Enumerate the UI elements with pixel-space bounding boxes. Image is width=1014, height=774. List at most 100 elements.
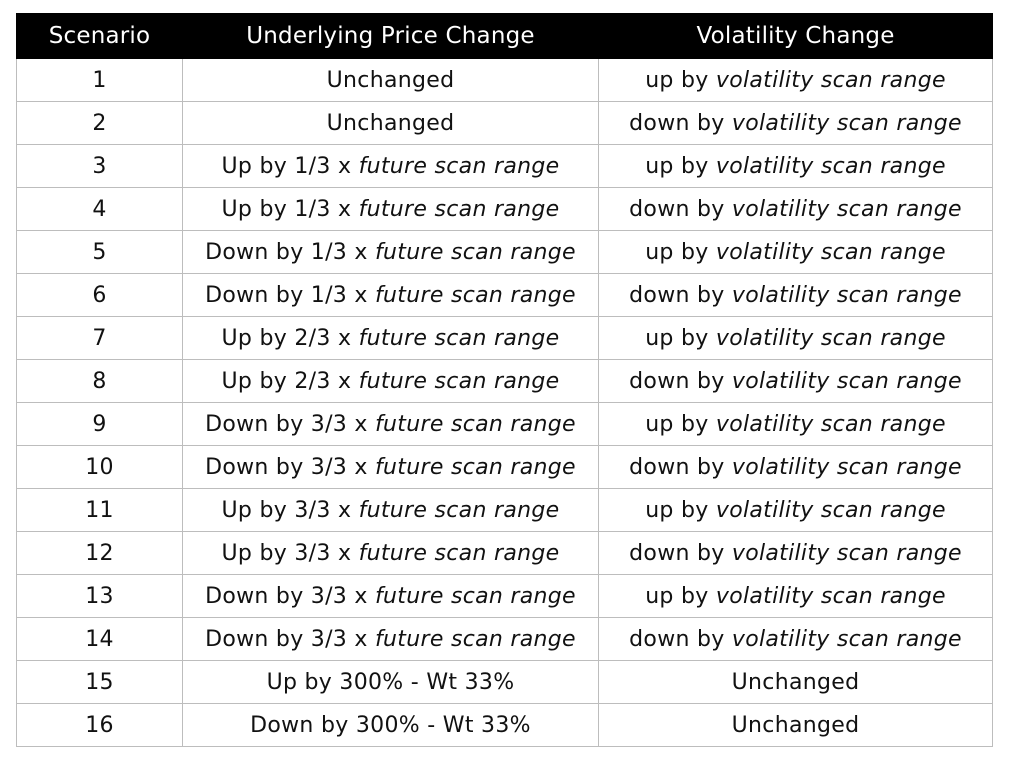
price-change-cell: Down by 3/3 x future scan range — [182, 402, 599, 446]
table-row: 6 Down by 1/3 x future scan range down by … — [16, 273, 993, 317]
volatility-change-text: up by — [645, 497, 716, 523]
volatility-change-italic-text: volatility scan range — [731, 110, 962, 136]
price-change-italic-text: future scan range — [358, 196, 560, 222]
volatility-change-cell: down by volatility scan range — [598, 273, 993, 317]
price-change-cell: Down by 1/3 x future scan range — [182, 230, 599, 274]
price-change-italic-text: future scan range — [358, 497, 560, 523]
price-change-text: Up by 300% - Wt 33% — [266, 669, 515, 695]
price-change-text: Down by 3/3 x — [205, 626, 376, 652]
table-row: 8 Up by 2/3 x future scan range down by vo… — [16, 359, 993, 403]
price-change-cell: Up by 2/3 x future scan range — [182, 316, 599, 360]
scenario-number-cell: 1 — [16, 58, 183, 102]
volatility-change-cell: down by volatility scan range — [598, 101, 993, 145]
volatility-change-italic-text: volatility scan range — [731, 454, 962, 480]
volatility-change-text: down by — [629, 282, 732, 308]
price-change-italic-text: future scan range — [375, 239, 576, 265]
price-change-cell: Up by 1/3 x future scan range — [182, 144, 599, 188]
scenario-number-cell: 9 — [16, 402, 183, 446]
price-change-cell: Up by 300% - Wt 33% — [182, 660, 599, 704]
price-change-text: Up by 2/3 x — [221, 368, 359, 394]
scenario-number-cell: 10 — [16, 445, 183, 489]
table-body: 1 Unchanged up by volatility scan range 2 Un… — [16, 58, 993, 747]
scenario-number-cell: 8 — [16, 359, 183, 403]
volatility-change-text: Unchanged — [731, 712, 860, 738]
price-change-cell: Down by 3/3 x future scan range — [182, 617, 599, 661]
table-row: 15 Up by 300% - Wt 33% Unchanged — [16, 660, 993, 704]
volatility-change-text: down by — [629, 626, 732, 652]
volatility-change-text: up by — [645, 325, 716, 351]
table-row: 4 Up by 1/3 x future scan range down by vo… — [16, 187, 993, 231]
price-change-text: Down by 1/3 x — [205, 282, 376, 308]
volatility-change-cell: down by volatility scan range — [598, 445, 993, 489]
volatility-change-italic-text: volatility scan range — [715, 583, 946, 609]
volatility-change-cell: up by volatility scan range — [598, 488, 993, 532]
table-row: 7 Up by 2/3 x future scan range up by vola… — [16, 316, 993, 360]
price-change-text: Down by 3/3 x — [205, 411, 376, 437]
header-scenario: Scenario — [16, 13, 183, 59]
table-row: 11 Up by 3/3 x future scan range up by vol… — [16, 488, 993, 532]
price-change-italic-text: future scan range — [375, 411, 576, 437]
header-row: Scenario Underlying Price Change Volatil… — [16, 13, 993, 59]
scenario-number-cell: 7 — [16, 316, 183, 360]
volatility-change-italic-text: volatility scan range — [715, 67, 946, 93]
price-change-cell: Down by 1/3 x future scan range — [182, 273, 599, 317]
price-change-text: Down by 3/3 x — [205, 583, 376, 609]
volatility-change-cell: up by volatility scan range — [598, 144, 993, 188]
volatility-change-cell: down by volatility scan range — [598, 359, 993, 403]
volatility-change-italic-text: volatility scan range — [715, 497, 946, 523]
volatility-change-text: down by — [629, 110, 732, 136]
volatility-change-italic-text: volatility scan range — [715, 239, 946, 265]
volatility-change-text: down by — [629, 196, 732, 222]
scenario-number-cell: 13 — [16, 574, 183, 618]
price-change-italic-text: future scan range — [375, 583, 576, 609]
volatility-change-text: Unchanged — [731, 669, 860, 695]
volatility-change-italic-text: volatility scan range — [715, 153, 946, 179]
volatility-change-cell: up by volatility scan range — [598, 230, 993, 274]
price-change-cell: Unchanged — [182, 101, 599, 145]
table-row: 16 Down by 300% - Wt 33% Unchanged — [16, 703, 993, 747]
price-change-text: Up by 3/3 x — [221, 497, 359, 523]
volatility-change-text: down by — [629, 540, 732, 566]
volatility-change-cell: up by volatility scan range — [598, 58, 993, 102]
scenario-number-cell: 5 — [16, 230, 183, 274]
price-change-cell: Up by 3/3 x future scan range — [182, 488, 599, 532]
price-change-text: Down by 1/3 x — [205, 239, 376, 265]
price-change-italic-text: future scan range — [358, 153, 560, 179]
scenario-number-cell: 16 — [16, 703, 183, 747]
table-row: 13 Down by 3/3 x future scan range up by v… — [16, 574, 993, 618]
volatility-change-text: down by — [629, 454, 732, 480]
table-row: 9 Down by 3/3 x future scan range up by vo… — [16, 402, 993, 446]
volatility-change-italic-text: volatility scan range — [731, 540, 962, 566]
volatility-change-text: up by — [645, 153, 716, 179]
volatility-change-text: down by — [629, 368, 732, 394]
price-change-text: Down by 3/3 x — [205, 454, 376, 480]
scenario-number-cell: 4 — [16, 187, 183, 231]
volatility-change-cell: down by volatility scan range — [598, 617, 993, 661]
header-underlying-price-change: Underlying Price Change — [182, 13, 599, 59]
price-change-italic-text: future scan range — [358, 325, 560, 351]
scenario-number-cell: 6 — [16, 273, 183, 317]
price-change-text: Unchanged — [326, 110, 455, 136]
price-change-cell: Unchanged — [182, 58, 599, 102]
scenario-number-cell: 11 — [16, 488, 183, 532]
price-change-text: Up by 1/3 x — [221, 196, 359, 222]
table-row: 2 Unchanged down by volatility scan range — [16, 101, 993, 145]
volatility-change-text: up by — [645, 67, 716, 93]
table-row: 1 Unchanged up by volatility scan range — [16, 58, 993, 102]
volatility-change-italic-text: volatility scan range — [731, 282, 962, 308]
price-change-italic-text: future scan range — [358, 368, 560, 394]
volatility-change-italic-text: volatility scan range — [731, 368, 962, 394]
volatility-change-text: up by — [645, 411, 716, 437]
volatility-change-italic-text: volatility scan range — [715, 325, 946, 351]
table-row: 5 Down by 1/3 x future scan range up by vo… — [16, 230, 993, 274]
table-row: 12 Up by 3/3 x future scan range down by v… — [16, 531, 993, 575]
scenario-number-cell: 3 — [16, 144, 183, 188]
price-change-cell: Up by 2/3 x future scan range — [182, 359, 599, 403]
price-change-cell: Down by 3/3 x future scan range — [182, 574, 599, 618]
scenario-number-cell: 12 — [16, 531, 183, 575]
price-change-italic-text: future scan range — [375, 282, 576, 308]
scenario-number-cell: 15 — [16, 660, 183, 704]
volatility-change-cell: up by volatility scan range — [598, 402, 993, 446]
volatility-change-cell: up by volatility scan range — [598, 574, 993, 618]
table-row: 3 Up by 1/3 x future scan range up by vola… — [16, 144, 993, 188]
